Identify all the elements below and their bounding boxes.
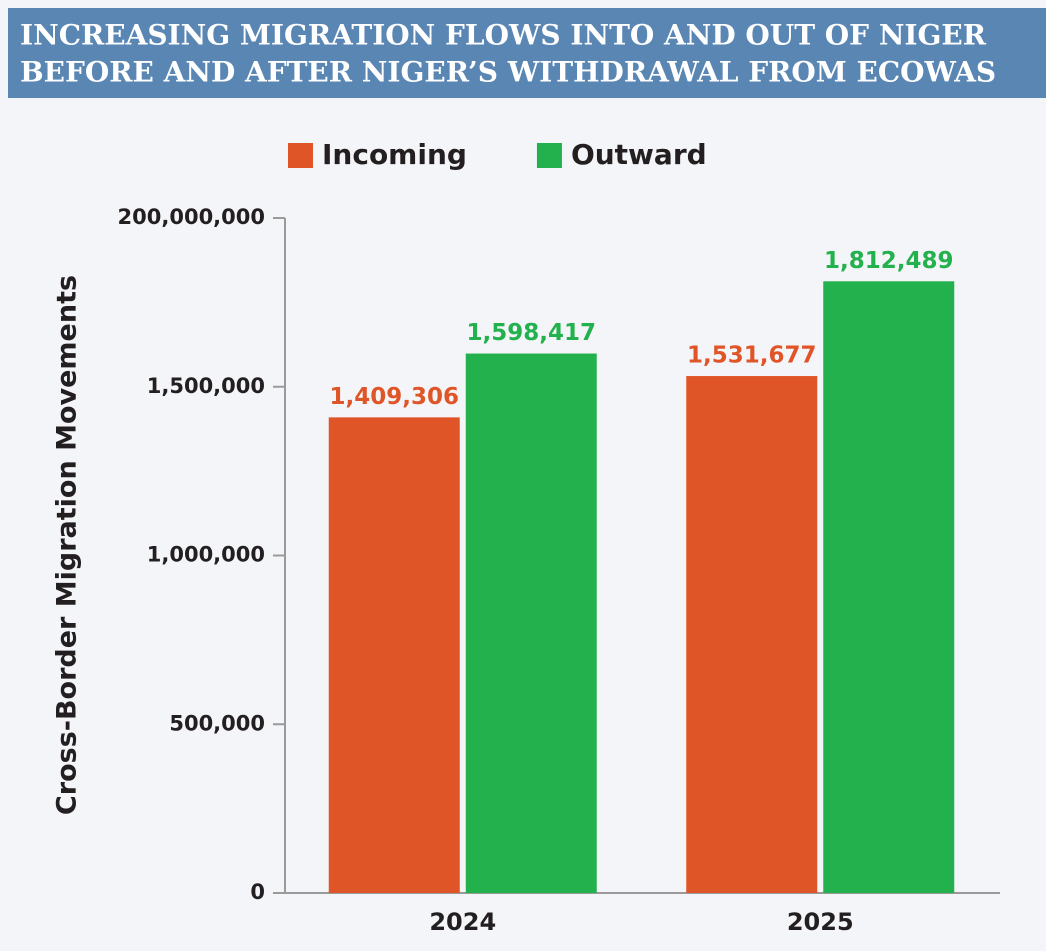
y-tick-label: 500,000 <box>169 711 265 735</box>
value-label: 1,598,417 <box>467 320 597 346</box>
legend-label: Incoming <box>322 138 467 171</box>
header-band <box>8 8 1046 98</box>
bar <box>823 281 955 893</box>
legend-swatch <box>288 143 313 168</box>
y-tick-label: 1,000,000 <box>147 543 265 567</box>
legend-label: Outward <box>571 138 707 171</box>
chart-title: BEFORE AND AFTER NIGER’S WITHDRAWAL FROM… <box>20 56 996 89</box>
bar <box>465 353 597 893</box>
value-label: 1,812,489 <box>824 248 954 274</box>
value-label: 1,531,677 <box>687 343 817 369</box>
bar <box>686 376 818 893</box>
x-tick-label: 2024 <box>429 908 496 936</box>
x-tick-label: 2025 <box>787 908 854 936</box>
chart-title: INCREASING MIGRATION FLOWS INTO AND OUT … <box>20 19 987 52</box>
y-tick-label: 0 <box>250 880 265 904</box>
legend-swatch <box>536 143 562 168</box>
bar <box>328 417 460 893</box>
y-tick-label: 200,000,000 <box>118 205 265 229</box>
y-tick-label: 1,500,000 <box>147 374 265 398</box>
value-label: 1,409,306 <box>330 384 460 410</box>
y-axis-title: Cross-Border Migration Movements <box>52 275 83 815</box>
